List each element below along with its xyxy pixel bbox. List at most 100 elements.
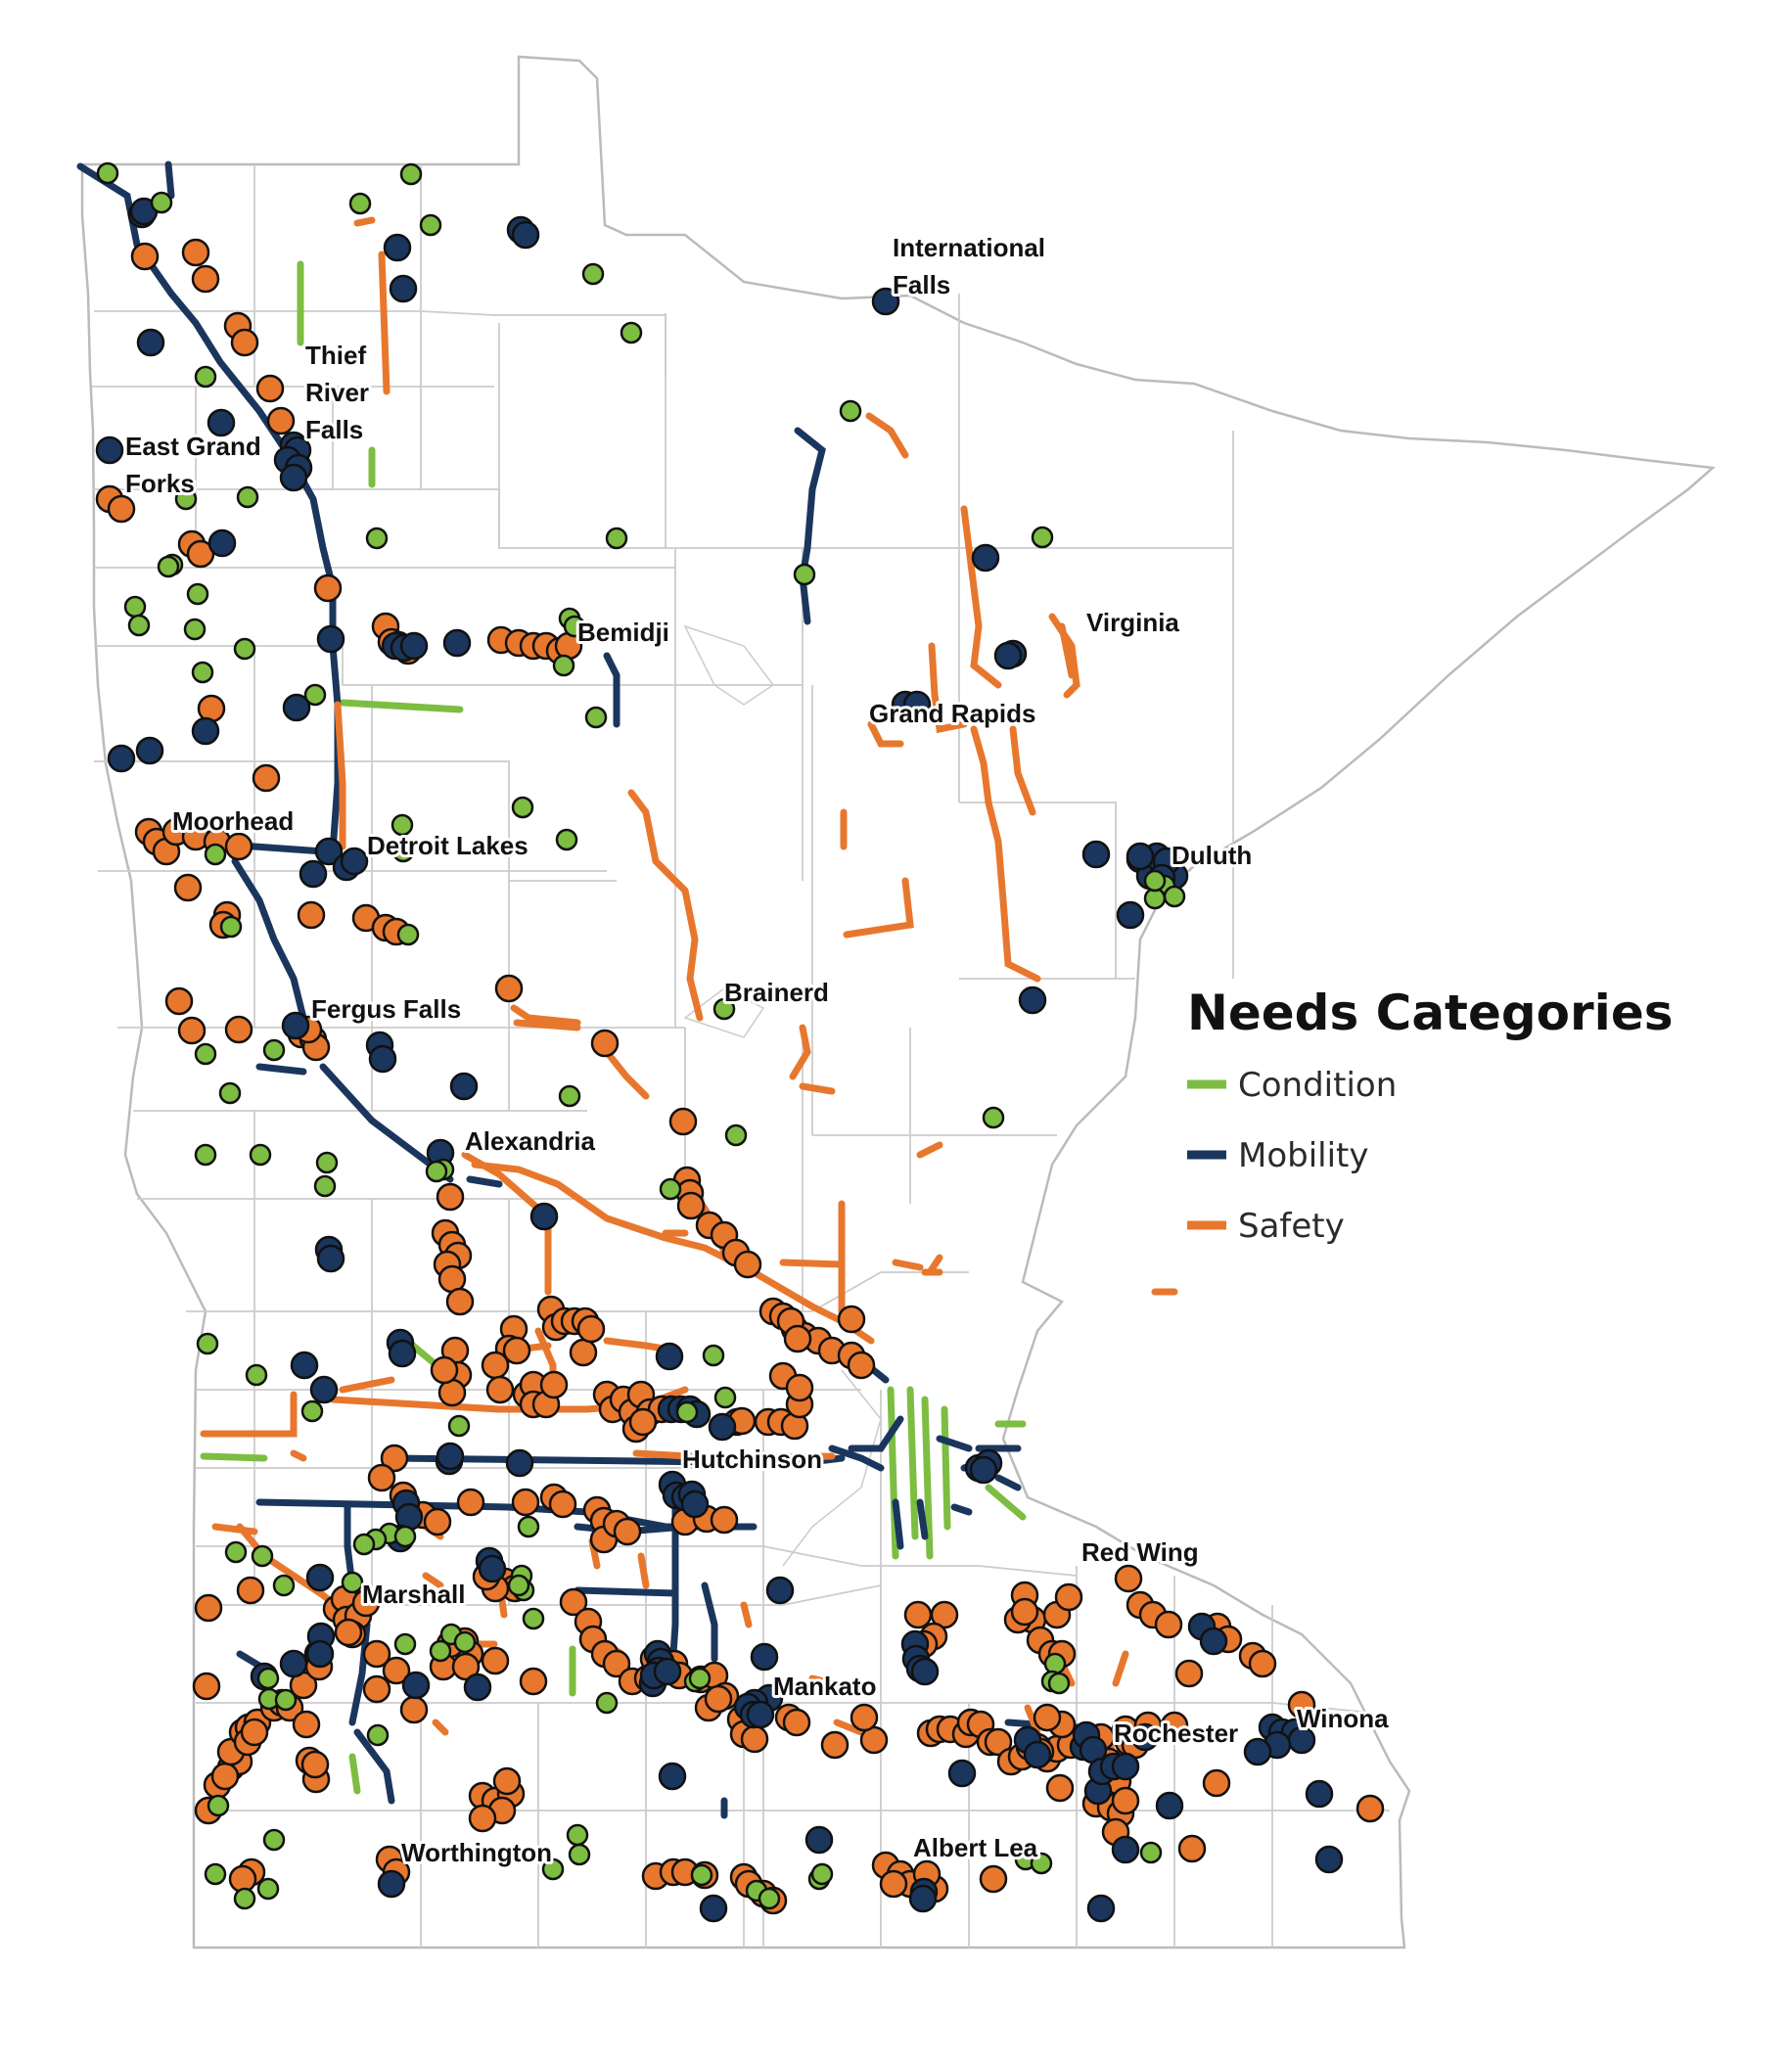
condition-point-25 (584, 706, 608, 729)
safety-point-270 (399, 1695, 429, 1724)
condition-point-43 (313, 1174, 337, 1198)
safety-point-151 (704, 1684, 733, 1714)
condition-point-1 (150, 191, 173, 214)
safety-point-36 (297, 900, 326, 930)
safety-point-167 (984, 1727, 1013, 1757)
mobility-point-55 (290, 1351, 319, 1380)
safety-point-117 (423, 1507, 452, 1536)
safety-point-119 (511, 1488, 540, 1517)
safety-point-184 (1033, 1703, 1062, 1732)
mobility-point-27 (135, 736, 164, 765)
mobility-point-79 (305, 1639, 335, 1669)
city-label-virginia: Virginia (1086, 608, 1179, 637)
condition-point-90 (690, 1863, 713, 1887)
mobility-point-54 (655, 1342, 684, 1371)
mobility-point-10 (207, 528, 237, 558)
condition-point-15 (233, 637, 256, 661)
city-label-international-falls-2: Falls (893, 270, 950, 299)
safety-point-272 (451, 1652, 481, 1681)
condition-point-10 (236, 485, 259, 509)
mobility-point-133 (969, 1455, 998, 1485)
condition-point-100 (1139, 1841, 1163, 1864)
mobility-point-19 (399, 631, 429, 661)
condition-point-63 (224, 1540, 248, 1564)
safety-point-267 (351, 1588, 381, 1618)
safety-point-113 (380, 1444, 409, 1473)
condition-segments (200, 260, 1027, 1795)
condition-point-62 (352, 1533, 376, 1556)
city-label-marshall: Marshall (362, 1580, 466, 1609)
mobility-point-65 (505, 1448, 534, 1478)
safety-point-13 (313, 573, 343, 603)
condition-point-65 (272, 1574, 296, 1597)
city-label-albert-lea: Albert Lea (913, 1833, 1038, 1862)
mobility-point-66 (436, 1442, 465, 1471)
condition-point-46 (659, 1177, 682, 1201)
mobility-point-53 (316, 1244, 345, 1273)
legend-title: Needs Categories (1187, 985, 1673, 1041)
safety-point-89 (485, 1375, 515, 1404)
mobility-point-127 (699, 1894, 728, 1923)
condition-point-34 (396, 923, 420, 946)
mobility-point-77 (478, 1554, 507, 1583)
condition-point-87 (566, 1823, 589, 1847)
safety-point-47 (494, 974, 524, 1003)
condition-point-4 (419, 213, 442, 237)
safety-point-281 (300, 1750, 330, 1779)
mobility-point-80 (279, 1649, 308, 1678)
mobility-point-29 (107, 744, 136, 773)
safety-point-278 (362, 1639, 391, 1669)
mobility-point-120 (1305, 1779, 1334, 1809)
condition-point-86 (262, 1828, 286, 1852)
safety-point-156 (782, 1708, 811, 1737)
safety-point-194 (1111, 1786, 1140, 1815)
condition-point-13 (127, 614, 151, 637)
city-label-moorhead: Moorhead (172, 806, 294, 836)
mobility-point-28 (282, 693, 311, 722)
condition-point-0 (96, 161, 119, 185)
legend-label-safety: Safety (1238, 1207, 1345, 1246)
safety-point-279 (382, 1656, 411, 1685)
condition-point-39 (724, 1123, 748, 1147)
city-label-brainerd: Brainerd (724, 978, 829, 1007)
mobility-points (95, 197, 1344, 1923)
safety-point-209 (1054, 1582, 1083, 1612)
legend: Needs Categories Condition Mobility Safe… (1187, 985, 1673, 1246)
mobility-point-33 (299, 859, 328, 889)
condition-point-94 (256, 1877, 280, 1901)
mobility-point-82 (401, 1671, 431, 1700)
condition-point-80 (688, 1667, 712, 1690)
condition-point-41 (249, 1143, 272, 1167)
mobility-point-9 (95, 436, 124, 465)
safety-point-205 (1287, 1690, 1316, 1719)
mobility-point-46 (281, 1011, 310, 1040)
mobility-point-16 (316, 624, 345, 654)
safety-point-67 (783, 1324, 812, 1353)
mobility-point-47 (368, 1044, 397, 1074)
city-labels: International Falls Thief River Falls Ea… (122, 230, 1392, 1870)
condition-point-29 (555, 828, 578, 851)
condition-point-42 (315, 1151, 339, 1174)
safety-point-200 (1174, 1659, 1204, 1688)
mobility-point-50 (1018, 986, 1047, 1015)
safety-point-4 (230, 328, 259, 357)
condition-points (96, 161, 1186, 1910)
safety-point-32 (224, 832, 253, 861)
mobility-point-25 (902, 690, 932, 719)
safety-point-240 (468, 1804, 497, 1833)
condition-point-3 (348, 192, 372, 215)
condition-point-74 (429, 1639, 452, 1663)
safety-point-210 (903, 1600, 933, 1629)
mobility-point-129 (658, 1762, 687, 1791)
mobility-point-75 (305, 1563, 335, 1592)
mobility-point-38 (1116, 900, 1145, 930)
safety-point-1 (181, 238, 210, 267)
safety-point-154 (740, 1724, 769, 1754)
condition-point-20 (605, 527, 628, 550)
safety-point-77 (430, 1355, 459, 1385)
safety-point-129 (710, 1505, 739, 1535)
condition-point-78 (595, 1691, 619, 1715)
condition-point-16 (186, 582, 209, 606)
safety-point-224 (879, 1869, 908, 1899)
mobility-point-126 (804, 1825, 834, 1855)
